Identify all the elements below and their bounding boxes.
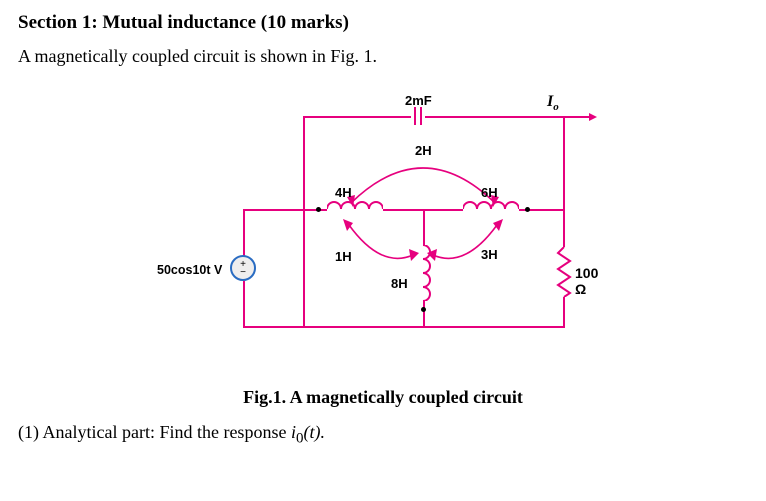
resistor-100	[556, 247, 572, 297]
label-vsrc: 50cos10t V	[157, 263, 222, 277]
label-io-sub: o	[553, 101, 559, 113]
coupling-arc-2h	[341, 153, 505, 209]
capacitor	[411, 107, 425, 125]
label-io: Io	[547, 93, 559, 113]
intro-text: A magnetically coupled circuit is shown …	[18, 46, 748, 67]
prompt-prefix: (1) Analytical part: Find the response	[18, 422, 291, 442]
dot-4h	[316, 207, 321, 212]
circuit-diagram: +−	[163, 81, 603, 371]
label-8h: 8H	[391, 276, 408, 291]
dot-8h	[421, 307, 426, 312]
label-3h: 3H	[481, 247, 498, 262]
voltage-source: +−	[230, 255, 256, 281]
prompt-suffix: (t).	[303, 422, 325, 442]
question-prompt: (1) Analytical part: Find the response i…	[18, 422, 748, 448]
label-cap: 2mF	[405, 93, 432, 108]
label-1h: 1H	[335, 249, 352, 264]
current-arrow	[589, 113, 597, 121]
figure-container: +−	[18, 81, 748, 371]
section-title: Section 1: Mutual inductance (10 marks)	[18, 12, 748, 34]
label-4h: 4H	[335, 185, 352, 200]
label-2h: 2H	[415, 143, 432, 158]
figure-caption: Fig.1. A magnetically coupled circuit	[18, 387, 748, 408]
label-resistor: 100 Ω	[575, 265, 603, 297]
label-6h: 6H	[481, 185, 498, 200]
dot-6h	[525, 207, 530, 212]
